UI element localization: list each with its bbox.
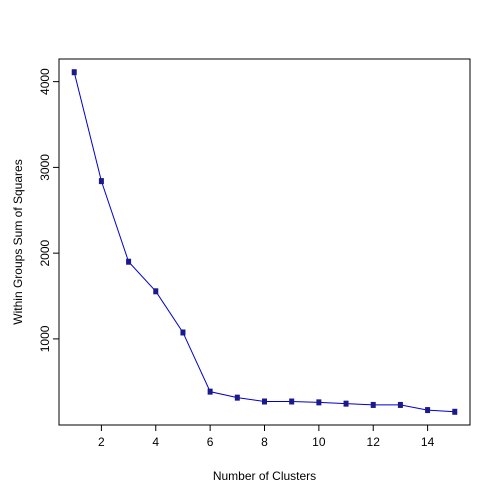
data-point-marker [397,401,403,408]
data-point-marker [126,258,132,265]
x-tick-label: 12 [367,435,381,449]
y-axis: 1000 2000 3000 4000 [38,68,59,352]
y-tick-label: 3000 [38,154,52,181]
data-point-marker [234,394,240,401]
y-tick-label: 1000 [38,325,52,352]
x-tick-label: 14 [421,435,435,449]
data-point-marker [343,400,349,407]
data-point-marker [153,288,159,295]
y-tick-label: 4000 [38,68,52,95]
plot-border [58,58,471,426]
x-tick-label: 8 [261,435,268,449]
series-line [73,72,455,413]
y-tick-label: 2000 [38,239,52,266]
data-point-marker [98,178,104,185]
y-axis-title: Within Groups Sum of Squares [11,159,25,324]
data-point-marker [370,401,376,408]
data-point-marker [316,399,322,406]
data-point-marker [262,398,267,405]
data-point-marker [207,388,213,395]
x-axis-title: Number of Clusters [213,469,316,483]
x-tick-label: 4 [152,435,159,449]
data-point-marker [71,69,77,76]
x-tick-label: 6 [207,435,214,449]
x-tick-label: 10 [312,435,326,449]
x-tick-label: 2 [98,435,105,449]
data-point-marker [289,398,295,405]
data-point-marker [452,408,458,415]
series-layer [71,69,458,415]
data-point-marker [180,329,186,336]
x-axis: 2 4 6 8 10 12 14 [98,425,435,449]
data-point-marker [425,407,431,414]
